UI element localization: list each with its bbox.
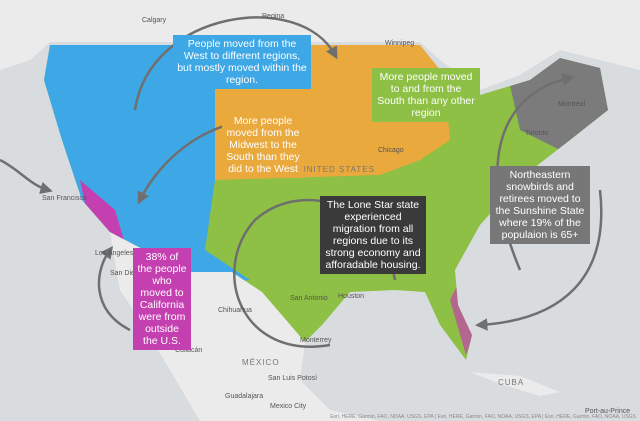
place-label: CUBA — [498, 378, 524, 387]
attribution: Esri, HERE, Garmin, FAO, NOAA, USGS, EPA… — [330, 414, 636, 420]
place-label: Montreal — [558, 101, 586, 108]
place-label: San Francisco — [42, 195, 87, 202]
annotation: The Lone Star state experienced migratio… — [320, 196, 426, 274]
annotation: 38% of the people who moved to Californi… — [133, 248, 191, 350]
place-label: Los Angeles — [95, 250, 134, 257]
place-label: Houston — [338, 293, 364, 300]
place-label: UNITED STATES — [300, 165, 375, 174]
place-label: Chicago — [378, 147, 404, 154]
place-label: Winnipeg — [385, 40, 414, 47]
place-label: Monterrey — [300, 337, 332, 344]
place-label: Culiacán — [175, 347, 202, 354]
place-label: Port-au-Prince — [585, 408, 630, 415]
place-label: MÉXICO — [242, 358, 280, 367]
place-label: San Antonio — [290, 295, 328, 302]
place-label: Toronto — [525, 130, 548, 137]
place-labels: Calgary Regina Winnipeg Montreal Toronto Chic… — [42, 13, 630, 415]
place-label: Mexico City — [270, 403, 307, 410]
annotation: More people moved from the Midwest to th… — [222, 112, 304, 178]
place-label: Calgary — [142, 17, 167, 24]
place-label: San Diego — [110, 270, 143, 277]
annotation: More people moved to and from the South … — [372, 68, 480, 122]
place-label: Chihuahua — [218, 307, 252, 314]
place-label: Guadalajara — [225, 393, 263, 400]
canada-land — [0, 0, 640, 90]
place-label: Regina — [262, 13, 284, 20]
cuba — [470, 372, 560, 396]
annotation: People moved from the West to different … — [173, 35, 311, 89]
annotation: Northeastern snowbirds and retirees move… — [490, 166, 590, 244]
place-label: San Luis Potosí — [268, 375, 317, 382]
